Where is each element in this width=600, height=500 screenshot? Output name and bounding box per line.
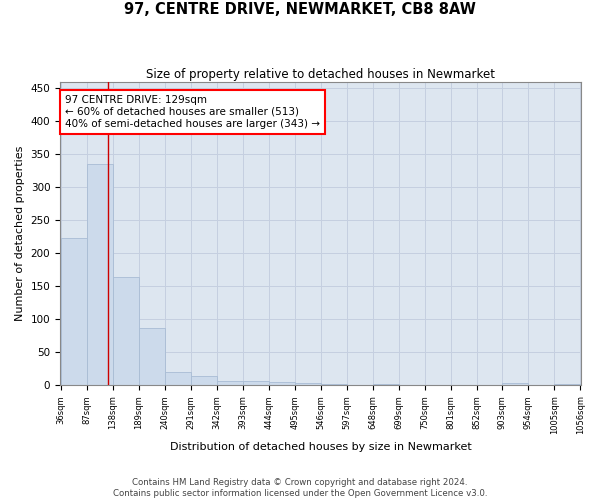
Bar [113, 277, 139, 386]
Text: Contains HM Land Registry data © Crown copyright and database right 2024.
Contai: Contains HM Land Registry data © Crown c… [113, 478, 487, 498]
Bar [373, 384, 398, 386]
Text: 97 CENTRE DRIVE: 129sqm
← 60% of detached houses are smaller (513)
40% of semi-d: 97 CENTRE DRIVE: 129sqm ← 60% of detache… [65, 96, 320, 128]
Text: 97, CENTRE DRIVE, NEWMARKET, CB8 8AW: 97, CENTRE DRIVE, NEWMARKET, CB8 8AW [124, 2, 476, 18]
Bar [243, 381, 269, 386]
Y-axis label: Number of detached properties: Number of detached properties [15, 146, 25, 321]
Bar [269, 382, 295, 386]
Bar [502, 384, 529, 386]
Bar [139, 328, 165, 386]
Bar [295, 384, 321, 386]
Title: Size of property relative to detached houses in Newmarket: Size of property relative to detached ho… [146, 68, 495, 80]
Bar [191, 376, 217, 386]
Bar [61, 238, 87, 386]
Bar [321, 384, 347, 386]
Bar [217, 381, 243, 386]
X-axis label: Distribution of detached houses by size in Newmarket: Distribution of detached houses by size … [170, 442, 472, 452]
Bar [165, 372, 191, 386]
Bar [87, 164, 113, 386]
Bar [554, 384, 580, 386]
